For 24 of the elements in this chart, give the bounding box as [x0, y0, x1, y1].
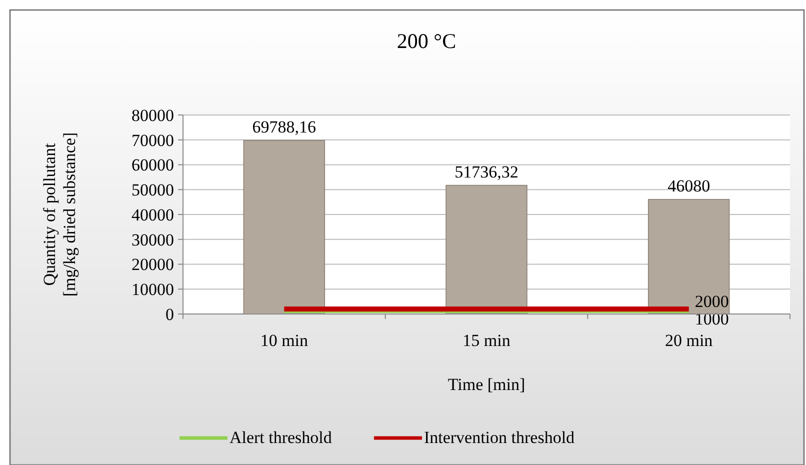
- x-axis-title: Time [min]: [448, 375, 526, 394]
- bar: [446, 184, 528, 314]
- y-tick-label: 20000: [132, 255, 174, 274]
- data-label: 46080: [668, 176, 710, 196]
- y-tick-label: 30000: [132, 230, 174, 250]
- x-tick-label: 20 min: [664, 331, 714, 350]
- data-label: 51736,32: [454, 162, 518, 182]
- bar: [243, 140, 326, 314]
- data-label: 69788,16: [252, 117, 316, 136]
- y-tick-label: 60000: [132, 156, 174, 175]
- legend-label: Intervention threshold: [424, 428, 576, 447]
- y-tick-label: 50000: [132, 180, 174, 200]
- y-tick-label: 80000: [132, 106, 174, 125]
- data-label: 2000: [694, 292, 729, 312]
- y-tick-label: 70000: [132, 130, 174, 150]
- bar: [648, 198, 730, 314]
- y-axis-title: Quantity of pollutant [mg/kg dried substance]: [40, 132, 79, 297]
- x-tick-label: 15 min: [462, 331, 511, 350]
- chart-title: 200 °C: [396, 29, 456, 53]
- y-tick-label: 0: [166, 304, 174, 324]
- legend-label: Alert threshold: [229, 428, 332, 447]
- y-tick-label: 10000: [132, 280, 174, 300]
- y-tick-label: 40000: [132, 205, 174, 224]
- x-tick-label: 10 min: [260, 331, 309, 350]
